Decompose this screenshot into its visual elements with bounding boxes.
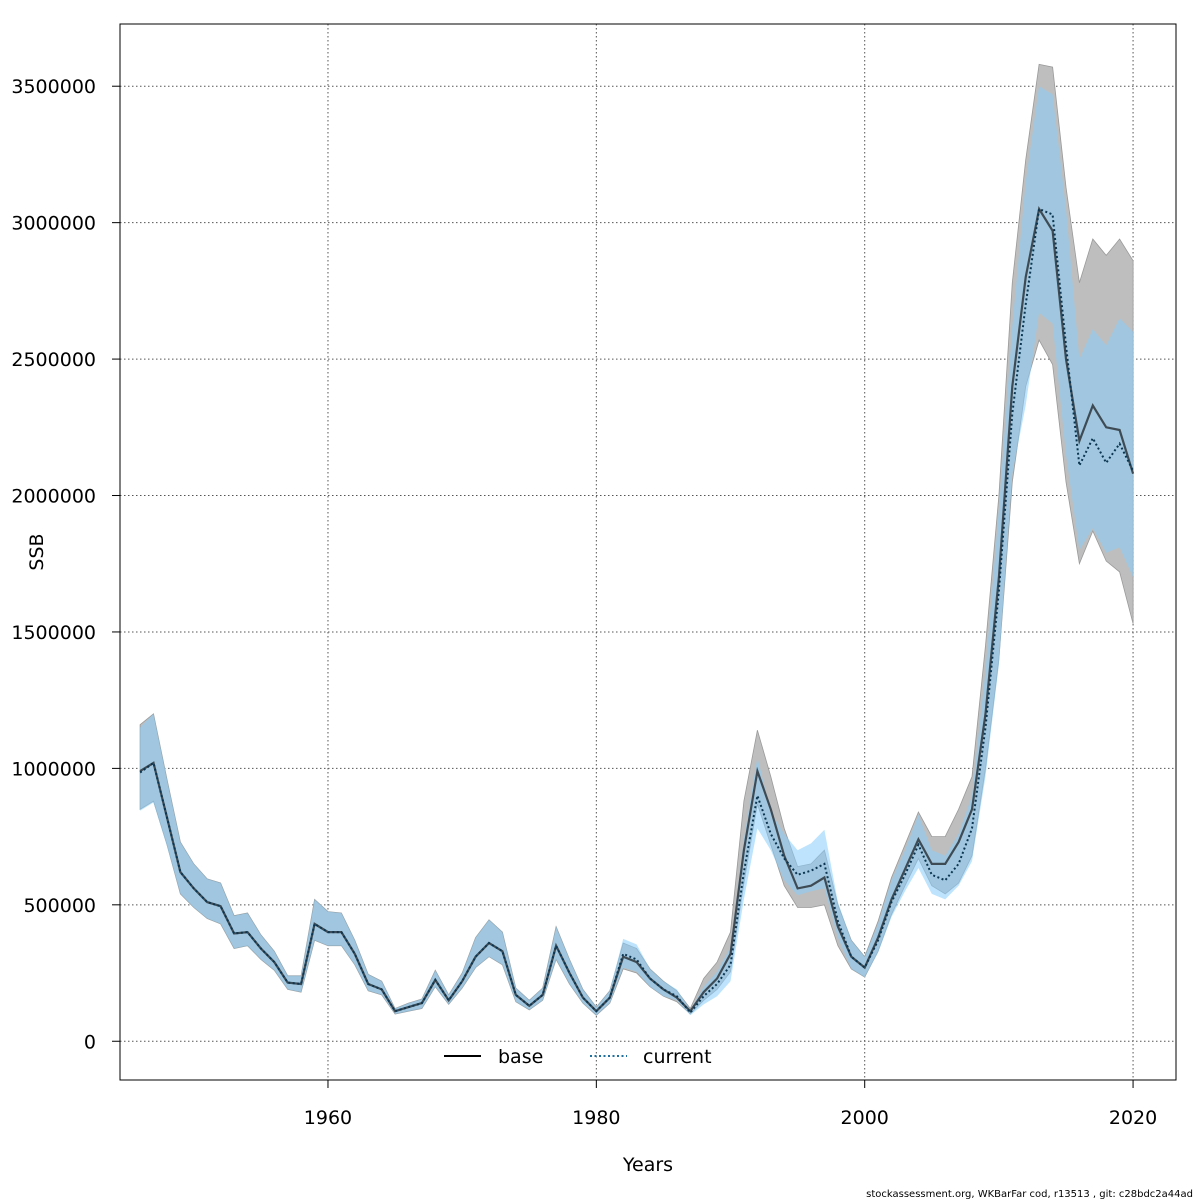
line-current <box>139 207 1134 1015</box>
y-tick-label: 500000 <box>23 895 96 917</box>
y-tick-label: 2000000 <box>11 486 96 508</box>
x-tick-label: 2020 <box>1109 1107 1157 1129</box>
confidence-bands <box>139 63 1134 1016</box>
grid-lines <box>120 24 1176 1080</box>
x-axis: 1960 1980 2000 2020 <box>304 1080 1157 1129</box>
series-lines <box>139 206 1135 1015</box>
legend-label-base: base <box>498 1046 543 1068</box>
line-base <box>139 206 1135 1013</box>
legend-label-current: current <box>643 1046 712 1068</box>
y-tick-label: 1500000 <box>11 622 96 644</box>
y-tick-label: 3000000 <box>11 213 96 235</box>
x-tick-label: 2000 <box>841 1107 889 1129</box>
band-base <box>139 63 1134 1016</box>
y-axis-title: SSB <box>26 533 48 570</box>
footer-attribution: stockassessment.org, WKBarFar cod, r1351… <box>866 1189 1193 1200</box>
y-tick-label: 2500000 <box>11 349 96 371</box>
plot-frame <box>119 23 1177 1081</box>
legend: base current <box>444 1046 712 1068</box>
y-tick-label: 0 <box>84 1031 96 1053</box>
y-tick-label: 3500000 <box>11 76 96 98</box>
y-tick-label: 1000000 <box>11 758 96 780</box>
x-tick-label: 1980 <box>572 1107 620 1129</box>
band-current <box>140 86 1134 1016</box>
x-axis-title: Years <box>622 1154 673 1176</box>
x-tick-label: 1960 <box>304 1107 352 1129</box>
y-axis: 0 500000 1000000 1500000 2000000 2500000 30000… <box>11 76 120 1053</box>
